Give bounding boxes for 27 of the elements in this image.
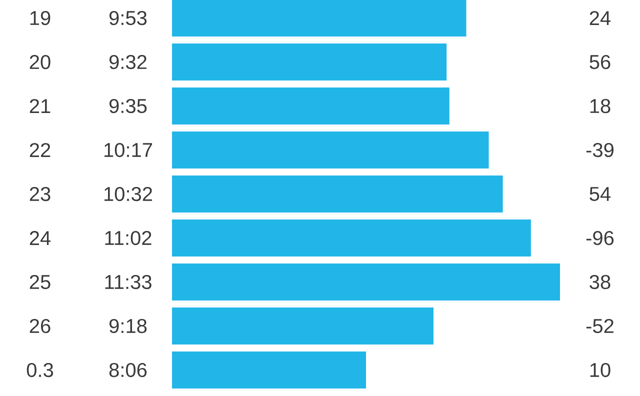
y-tick-label: 25 — [30, 274, 50, 290]
data-label: 9:53 — [109, 10, 147, 26]
y-tick-label: 21 — [30, 99, 50, 114]
y-tick-label: 23 — [30, 186, 50, 202]
y-tick-label: 24 — [30, 231, 51, 246]
text: 24 — [590, 11, 611, 26]
y-tick-label: 0.3 — [26, 362, 54, 378]
data-label: 10:32 — [104, 186, 152, 202]
data-label: 9:32 — [109, 54, 146, 70]
text: 38 — [590, 274, 610, 290]
y-tick-label: 19 — [30, 10, 50, 26]
text: 18 — [590, 98, 610, 114]
text: 56 — [590, 54, 610, 70]
data-label: 9:35 — [109, 98, 147, 114]
text: 10 — [590, 362, 610, 378]
y-tick-label: 22 — [30, 143, 50, 158]
data-label: 9:18 — [109, 318, 147, 334]
y-tick-label: 20 — [30, 54, 50, 70]
y-tick-label: 26 — [30, 318, 50, 334]
data-label: 11:02 — [105, 230, 152, 246]
text: -39 — [586, 142, 614, 158]
text: -96 — [586, 230, 614, 246]
text: -52 — [586, 318, 614, 334]
data-label: 8:06 — [109, 362, 147, 378]
data-label: 11:33 — [105, 274, 152, 290]
data-label: 10:17 — [104, 142, 152, 158]
text: 54 — [590, 187, 611, 202]
